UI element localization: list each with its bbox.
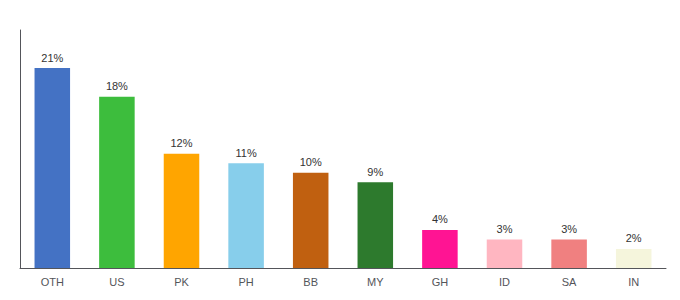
svg-text:IN: IN: [628, 276, 639, 288]
svg-text:3%: 3%: [497, 223, 513, 235]
svg-text:US: US: [109, 276, 124, 288]
svg-text:2%: 2%: [626, 232, 642, 244]
svg-text:MY: MY: [367, 276, 384, 288]
svg-text:10%: 10%: [300, 156, 322, 168]
svg-text:GH: GH: [432, 276, 449, 288]
svg-text:OTH: OTH: [41, 276, 64, 288]
svg-text:11%: 11%: [235, 147, 256, 159]
svg-text:PH: PH: [238, 276, 253, 288]
svg-text:12%: 12%: [170, 137, 192, 149]
svg-text:3%: 3%: [561, 223, 577, 235]
svg-text:18%: 18%: [106, 80, 128, 92]
svg-text:SA: SA: [562, 276, 577, 288]
svg-text:21%: 21%: [41, 52, 63, 64]
svg-text:4%: 4%: [432, 213, 448, 225]
svg-text:9%: 9%: [367, 166, 383, 178]
svg-text:ID: ID: [499, 276, 510, 288]
svg-text:PK: PK: [174, 276, 189, 288]
svg-text:BB: BB: [303, 276, 318, 288]
